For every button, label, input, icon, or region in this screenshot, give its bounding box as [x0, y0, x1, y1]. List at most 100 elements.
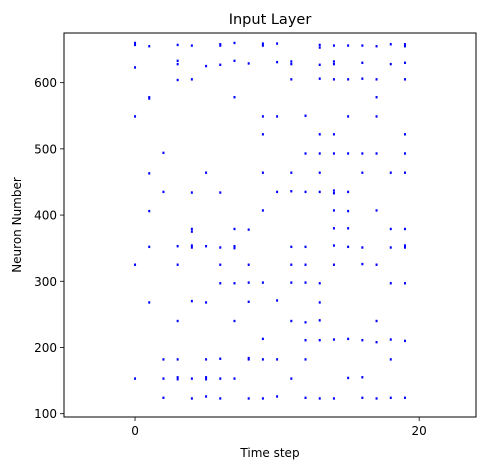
spike-point	[304, 245, 307, 249]
y-axis-label: Neuron Number	[10, 177, 24, 273]
spike-point	[290, 62, 293, 66]
spike-point	[233, 246, 236, 250]
spike-point	[403, 133, 406, 136]
spike-point	[389, 171, 392, 174]
plot-frame	[63, 32, 477, 418]
spike-point	[332, 78, 335, 81]
spike-point	[134, 115, 137, 118]
spike-point	[276, 299, 279, 302]
spike-point	[361, 61, 364, 64]
spike-point	[148, 45, 151, 48]
spike-point	[347, 115, 350, 118]
spike-point	[219, 43, 222, 46]
spike-point	[318, 43, 321, 47]
spike-point	[403, 43, 406, 46]
spike-point	[332, 244, 335, 247]
spike-point	[176, 244, 179, 248]
spike-point	[347, 44, 350, 47]
spike-point	[190, 244, 193, 247]
y-tick-label: 200	[34, 341, 57, 355]
spike-point	[290, 319, 293, 323]
spike-point	[389, 227, 392, 231]
spike-point	[318, 190, 321, 194]
spike-point	[375, 340, 378, 344]
spike-point	[219, 191, 222, 194]
spike-point	[403, 244, 406, 247]
spike-point	[375, 115, 378, 118]
spike-point	[134, 66, 137, 69]
spike-point	[332, 189, 335, 192]
spike-point	[347, 337, 350, 341]
spike-point	[162, 396, 165, 399]
spike-point	[389, 43, 392, 46]
spike-point	[389, 338, 392, 341]
spike-point	[290, 190, 293, 193]
spike-point	[176, 43, 179, 47]
spike-point	[219, 282, 222, 285]
spike-point	[247, 62, 250, 65]
spike-point	[290, 171, 293, 174]
spike-point	[304, 396, 307, 399]
spike-point	[332, 133, 335, 136]
spike-point	[162, 151, 165, 155]
spike-point	[190, 246, 193, 249]
spike-point	[318, 397, 321, 400]
spike-point	[361, 152, 364, 155]
spike-point	[190, 397, 193, 400]
spike-point	[190, 191, 193, 194]
spike-point	[318, 339, 321, 342]
spike-point	[219, 377, 222, 380]
spike-point	[389, 246, 392, 249]
spike-point	[134, 43, 137, 47]
spike-point	[332, 209, 335, 212]
spike-point	[403, 61, 406, 64]
spike-point	[190, 227, 193, 231]
spike-point	[276, 42, 279, 45]
spike-point	[233, 59, 236, 63]
spike-point	[261, 44, 264, 47]
spike-point	[290, 78, 293, 81]
spike-point	[247, 358, 250, 361]
spike-point	[361, 171, 364, 174]
spike-points	[134, 41, 406, 400]
spike-point	[347, 209, 350, 213]
spike-point	[176, 376, 179, 379]
spike-point	[276, 115, 279, 118]
spike-point	[403, 227, 406, 231]
spike-point	[375, 96, 378, 99]
x-tick-label: 20	[412, 424, 427, 438]
spike-point	[219, 397, 222, 400]
spike-point	[361, 44, 364, 47]
spike-point	[389, 396, 392, 399]
spike-point	[205, 395, 208, 398]
spike-point	[261, 133, 264, 136]
y-tick-label: 100	[34, 407, 57, 421]
spike-point	[233, 319, 236, 323]
spike-point	[332, 192, 335, 195]
spike-point	[304, 339, 307, 342]
chart-title: Input Layer	[229, 12, 312, 28]
spike-point	[375, 397, 378, 400]
x-tick-label: 0	[131, 424, 139, 438]
spike-point	[403, 396, 406, 399]
spike-point	[347, 190, 350, 194]
spike-point	[261, 358, 264, 361]
spike-point	[290, 245, 293, 249]
spike-point	[219, 44, 222, 47]
spike-point	[375, 319, 378, 323]
spike-point	[347, 245, 350, 249]
spike-point	[332, 62, 335, 66]
spike-point	[261, 115, 264, 118]
spike-point	[347, 152, 350, 155]
spike-point	[247, 356, 250, 360]
spike-point	[233, 227, 236, 231]
spike-point	[261, 281, 264, 284]
spike-point	[347, 376, 350, 380]
spike-point	[318, 319, 321, 322]
spike-point	[375, 45, 378, 48]
y-tick-label: 400	[34, 209, 57, 223]
spike-point	[276, 60, 279, 64]
spike-point	[375, 78, 378, 81]
spike-point	[233, 244, 236, 248]
spike-point	[148, 172, 151, 175]
